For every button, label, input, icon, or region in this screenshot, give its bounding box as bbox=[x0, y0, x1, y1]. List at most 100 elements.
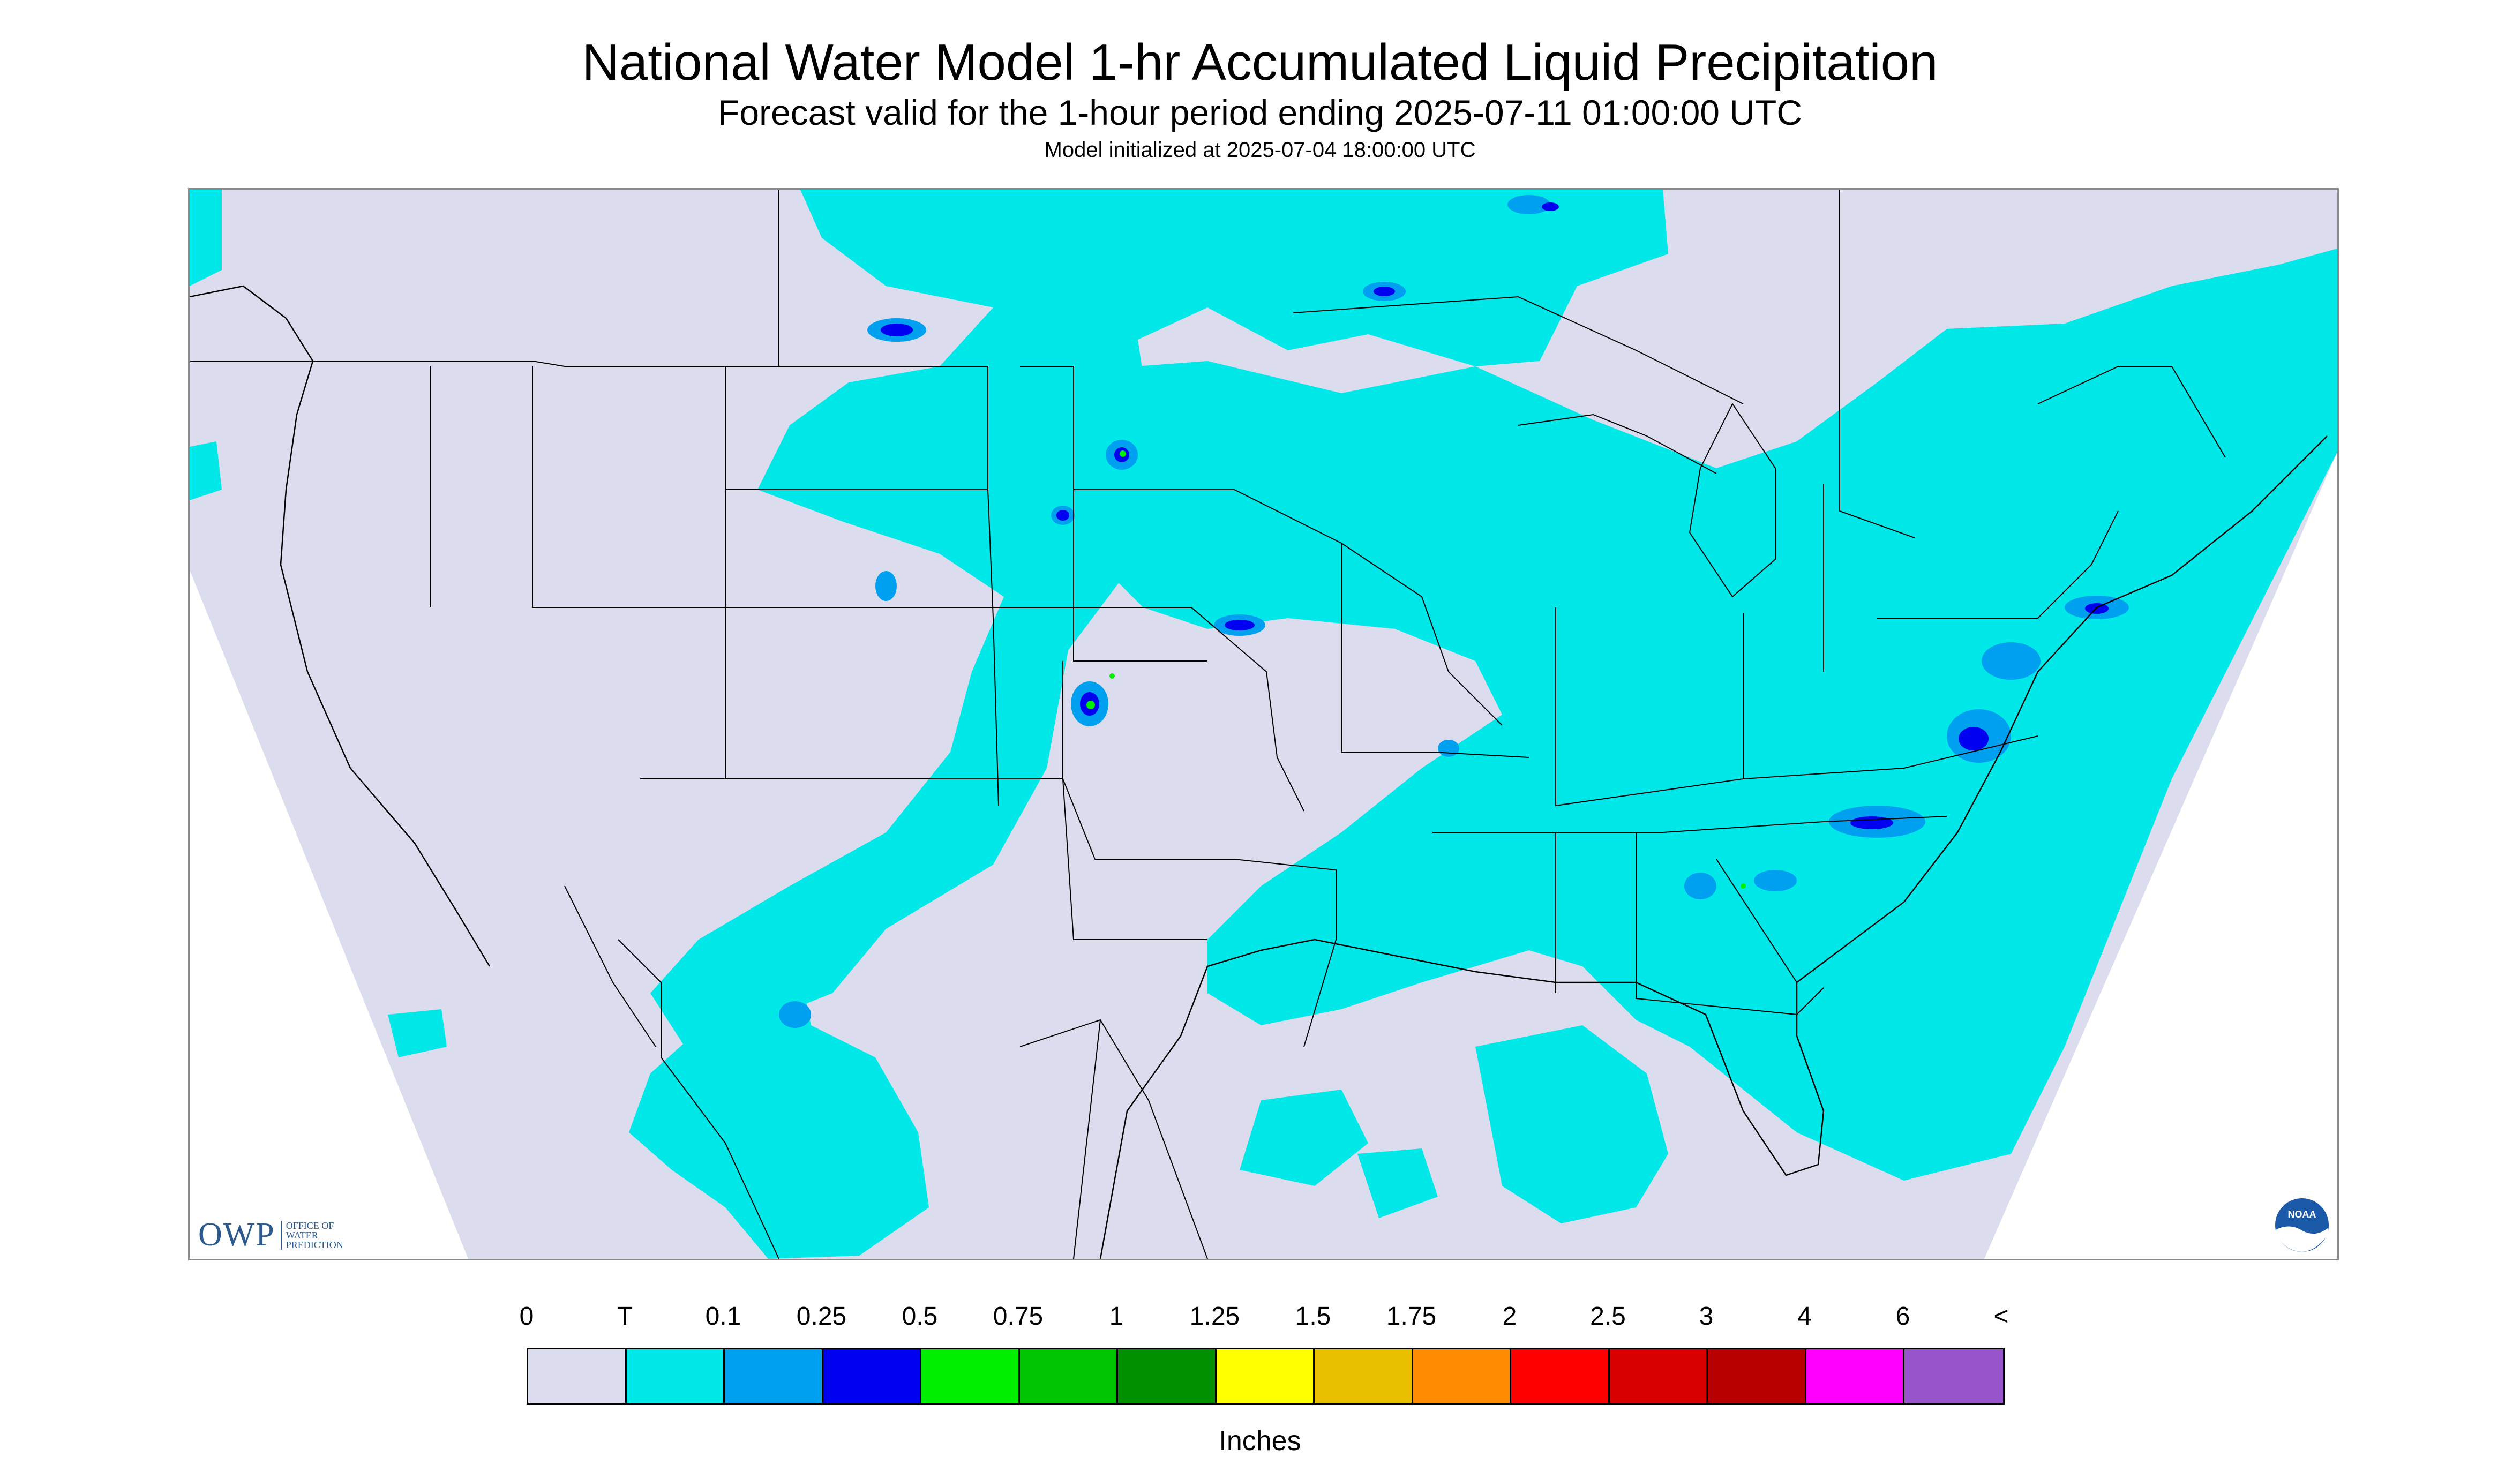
precip-region bbox=[993, 249, 2337, 1181]
precip-core bbox=[1959, 727, 1989, 750]
state-boundary bbox=[1020, 366, 1503, 726]
precip-region bbox=[190, 441, 222, 500]
state-boundary bbox=[618, 939, 779, 1259]
coastlines bbox=[190, 285, 2328, 1259]
state-boundary bbox=[1689, 403, 1776, 598]
coastline bbox=[1099, 966, 1209, 1259]
precip-region bbox=[629, 972, 929, 1259]
precip-core bbox=[2085, 603, 2109, 614]
precip-core bbox=[1225, 620, 1255, 630]
legend-tick-label: 0.25 bbox=[796, 1302, 847, 1331]
legend-tick-label: 0.75 bbox=[993, 1302, 1044, 1331]
legend-colorbar bbox=[527, 1348, 2005, 1405]
precip-core bbox=[1120, 450, 1126, 457]
legend-swatch bbox=[921, 1349, 1020, 1403]
state-boundary bbox=[1877, 510, 2119, 619]
precip-core bbox=[1508, 195, 1550, 214]
legend-swatch bbox=[1019, 1349, 1118, 1403]
legend-tick-label: < bbox=[1993, 1302, 2009, 1331]
precip-core bbox=[1086, 701, 1095, 709]
legend-tick-label: 6 bbox=[1895, 1302, 1910, 1331]
precip-region bbox=[1240, 1090, 1368, 1186]
state-boundary bbox=[532, 366, 725, 608]
noaa-logo-text: NOAA bbox=[2288, 1209, 2316, 1220]
precip-core bbox=[881, 324, 913, 336]
precip-region bbox=[1358, 1148, 1438, 1218]
precip-core bbox=[1438, 740, 1459, 757]
legend-swatch bbox=[1315, 1349, 1413, 1403]
legend-tick-label: 1.25 bbox=[1189, 1302, 1240, 1331]
precip-legend: 0 T 0.1 0.25 0.5 0.75 1 1.25 1.5 1.75 2 2.5 3 4 6 < Inc… bbox=[0, 1286, 2520, 1456]
state-boundary bbox=[190, 361, 999, 806]
coastline bbox=[190, 285, 491, 967]
state-boundary bbox=[1073, 1019, 1101, 1259]
legend-swatch bbox=[1216, 1349, 1315, 1403]
owp-logo: OWP OFFICE OF WATER PREDICTION bbox=[198, 1216, 366, 1254]
state-boundary bbox=[1341, 543, 1529, 758]
noaa-logo: NOAA bbox=[2275, 1198, 2329, 1252]
legend-tick-label: 1.75 bbox=[1386, 1302, 1437, 1331]
legend-swatch bbox=[725, 1349, 823, 1403]
legend-tick-label: 2 bbox=[1502, 1302, 1517, 1331]
state-boundary bbox=[1073, 490, 1208, 662]
precip-region bbox=[650, 190, 1668, 1068]
state-boundary bbox=[1716, 859, 1797, 983]
legend-swatch bbox=[1904, 1349, 2003, 1403]
legend-tick-label: 2.5 bbox=[1590, 1302, 1626, 1331]
precip-region bbox=[388, 1009, 447, 1057]
precip-core bbox=[1542, 202, 1559, 211]
map-canvas bbox=[190, 190, 2337, 1259]
legend-swatch bbox=[1413, 1349, 1511, 1403]
legend-swatch bbox=[1609, 1349, 1708, 1403]
legend-tick-label: 1 bbox=[1109, 1302, 1124, 1331]
state-boundary bbox=[725, 607, 1304, 812]
precip-region bbox=[190, 190, 222, 286]
map-title: National Water Model 1-hr Accumulated Li… bbox=[582, 34, 1938, 91]
state-boundaries bbox=[190, 190, 2226, 1259]
coastline bbox=[1314, 435, 2328, 1176]
legend-swatch bbox=[626, 1349, 725, 1403]
state-boundary bbox=[1636, 832, 1824, 1016]
precip-trace-regions bbox=[190, 190, 2337, 1259]
precip-core bbox=[1056, 510, 1069, 521]
legend-tick-label: 0 bbox=[519, 1302, 534, 1331]
legend-swatch bbox=[1806, 1349, 1904, 1403]
legend-tick-label: 1.5 bbox=[1295, 1302, 1331, 1331]
state-boundary bbox=[1019, 1019, 1208, 1259]
precip-heavy-cores bbox=[1086, 450, 1746, 889]
legend-swatch bbox=[1511, 1349, 1610, 1403]
state-boundary bbox=[1432, 816, 1947, 833]
state-boundary bbox=[1062, 778, 1208, 940]
precip-core bbox=[1982, 642, 2041, 680]
precip-light-cores bbox=[779, 195, 2129, 1028]
owp-logo-text: OFFICE OF WATER PREDICTION bbox=[280, 1220, 366, 1250]
legend-tick-label: 3 bbox=[1699, 1302, 1714, 1331]
model-init-line: Model initialized at 2025-07-04 18:00:00… bbox=[1044, 138, 1476, 162]
precipitation-map bbox=[188, 188, 2339, 1260]
legend-swatch bbox=[528, 1349, 627, 1403]
legend-swatch bbox=[1118, 1349, 1217, 1403]
state-boundary bbox=[1518, 414, 1717, 474]
precip-core bbox=[1850, 816, 1893, 829]
state-boundary bbox=[1293, 296, 1744, 404]
state-boundary bbox=[1839, 190, 1915, 538]
state-boundary bbox=[564, 885, 656, 1047]
legend-tick-label: 0.1 bbox=[705, 1302, 741, 1331]
owp-logo-mark: OWP bbox=[198, 1216, 275, 1253]
precip-core bbox=[1741, 883, 1746, 889]
precip-core bbox=[1684, 873, 1716, 899]
precip-region bbox=[1475, 1025, 1668, 1223]
precip-core bbox=[779, 1001, 811, 1028]
precip-core bbox=[1754, 870, 1797, 891]
precip-core bbox=[1109, 673, 1115, 679]
precip-core bbox=[1374, 287, 1395, 296]
legend-tick-label: T bbox=[617, 1302, 633, 1331]
legend-swatch bbox=[823, 1349, 921, 1403]
legend-swatch bbox=[1708, 1349, 1806, 1403]
legend-units-label: Inches bbox=[1219, 1425, 1301, 1456]
precip-core bbox=[875, 571, 897, 601]
legend-tick-label: 4 bbox=[1797, 1302, 1812, 1331]
legend-tick-label: 0.5 bbox=[902, 1302, 938, 1331]
coastline bbox=[1207, 938, 1315, 967]
map-subtitle: Forecast valid for the 1-hour period end… bbox=[718, 93, 1802, 132]
